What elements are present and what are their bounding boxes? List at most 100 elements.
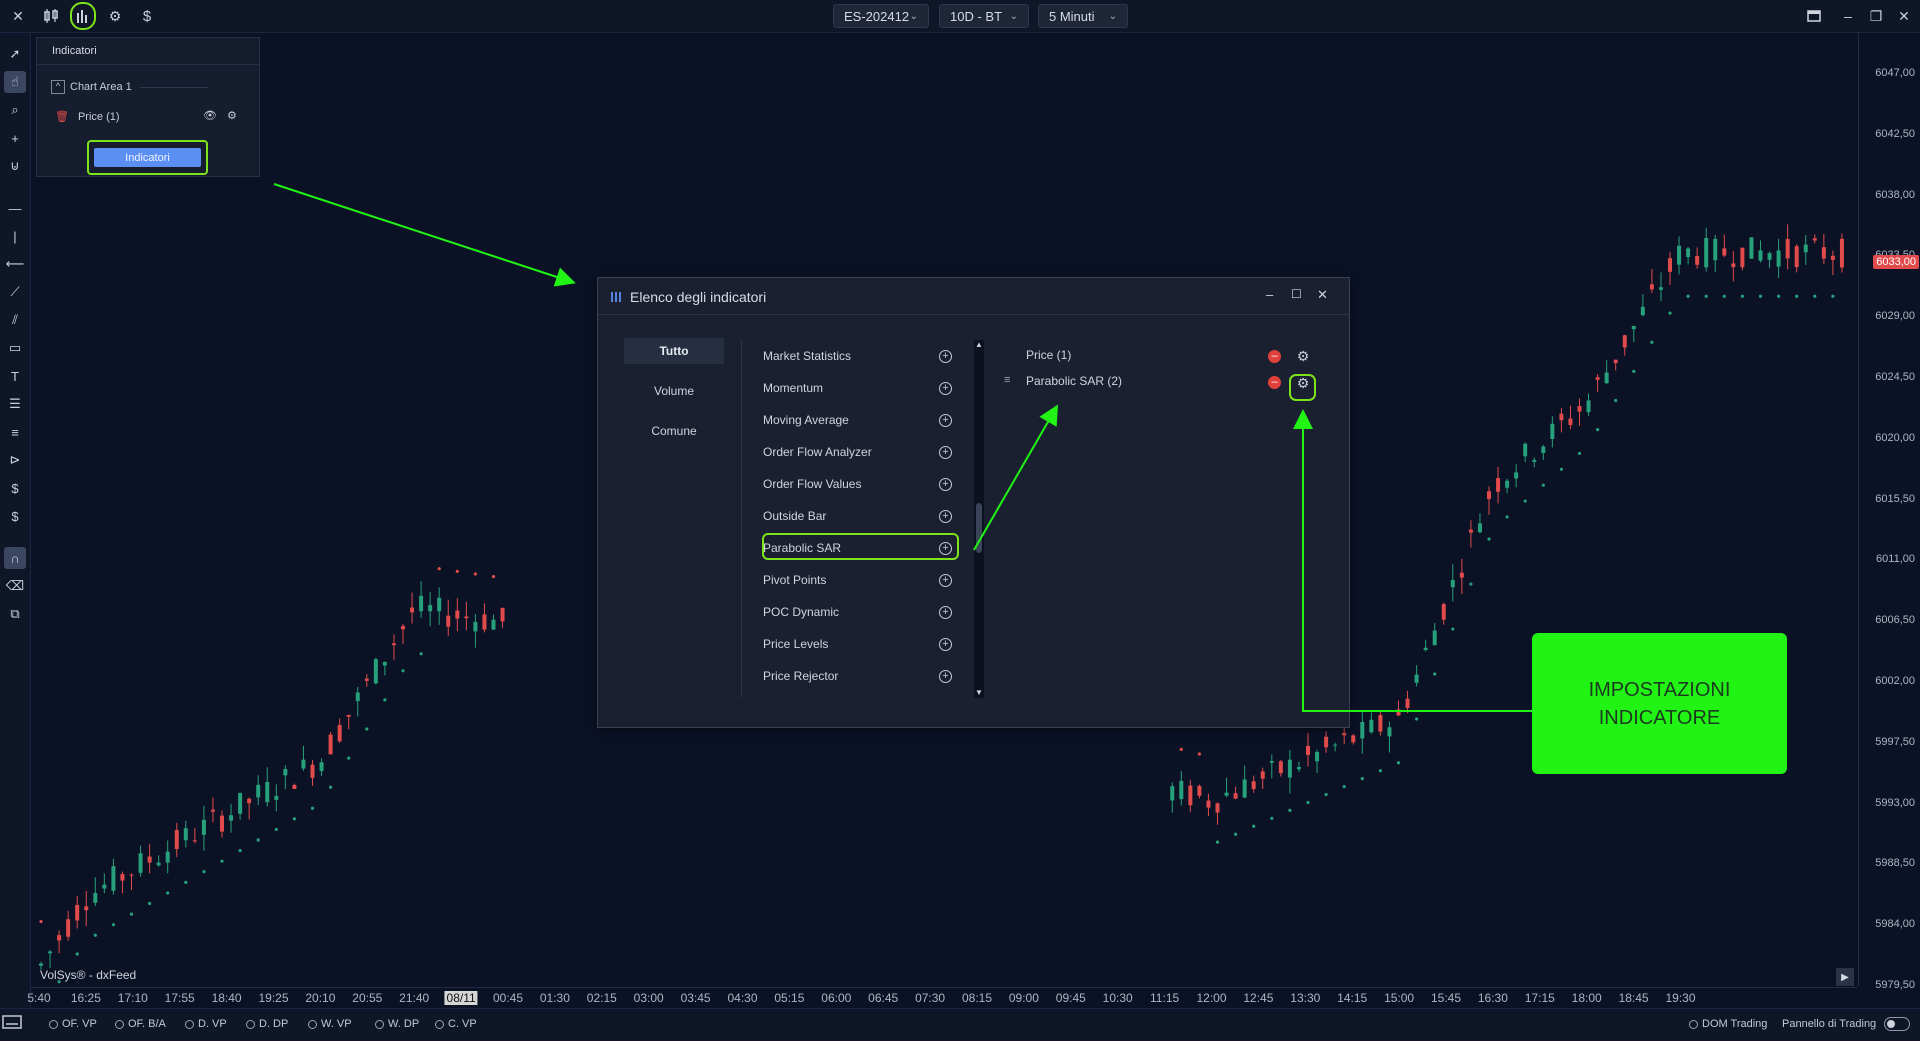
add-indicator-icon[interactable]: +	[939, 446, 952, 459]
candle-body	[1496, 478, 1501, 492]
indicators-panel: Indicatori ^ Chart Area 1 🗑 Price (1) 👁 …	[36, 37, 260, 177]
category-tab[interactable]: Volume	[653, 384, 695, 398]
category-tab[interactable]: Tutto	[624, 338, 724, 364]
collapse-icon[interactable]: ^	[51, 80, 65, 94]
chevron-down-icon: ⌄	[909, 10, 918, 22]
indicator-list-item[interactable]: Price Rejector	[763, 669, 839, 683]
eraser-icon[interactable]: ⌫	[5, 578, 25, 593]
price-indicator-row[interactable]: 🗑 Price (1)	[55, 110, 120, 124]
study-toggle[interactable]: D. DP	[246, 1018, 288, 1030]
indicator-list-item[interactable]: Price Levels	[763, 637, 829, 651]
study-toggle[interactable]: OF. B/A	[115, 1018, 166, 1030]
add-indicators-button[interactable]: Indicatori	[94, 148, 201, 167]
trading-panel-toggle[interactable]: Pannello di Trading	[1782, 1017, 1911, 1031]
indicator-list-item[interactable]: Outside Bar	[763, 509, 827, 523]
rectangle-icon[interactable]: ▭	[8, 340, 22, 355]
category-tab[interactable]: Comune	[651, 424, 697, 438]
candle-body	[1514, 472, 1519, 479]
indicator-list-item[interactable]: Parabolic SAR	[763, 541, 842, 555]
eye-icon[interactable]: 👁	[203, 110, 217, 122]
indicator-list-item[interactable]: POC Dynamic	[763, 605, 840, 619]
settings-icon[interactable]: ⚙	[108, 7, 122, 24]
restore-icon[interactable]: ❐	[1869, 7, 1883, 24]
add-indicator-icon[interactable]: +	[939, 414, 952, 427]
remove-icon[interactable]: –	[1268, 376, 1281, 389]
symbol-select[interactable]: ES-202412 ⌄	[833, 4, 929, 28]
time-axis[interactable]: 5:40 16:25 17:10 17:55 18:40 19:25 20:10 20:55 2…	[27, 987, 1857, 1008]
indicator-list-item[interactable]: Order Flow Analyzer	[763, 445, 872, 459]
ray-icon[interactable]: ⟵	[5, 256, 25, 271]
study-toggle[interactable]: W. VP	[308, 1018, 352, 1030]
horizontal-line-icon[interactable]: —	[8, 200, 22, 216]
study-toggle[interactable]: D. VP	[185, 1018, 227, 1030]
cursor-icon[interactable]: ➚	[9, 46, 21, 61]
fibonacci-icon[interactable]: ☰	[9, 396, 21, 411]
gear-icon[interactable]: ⚙	[227, 110, 237, 122]
indicator-list-item[interactable]: Pivot Points	[763, 573, 827, 587]
parabolic-sar-dot	[365, 727, 369, 731]
hand-pointer-icon[interactable]: ☝	[4, 71, 26, 93]
add-indicator-icon[interactable]: +	[939, 638, 952, 651]
candle-body	[75, 904, 80, 921]
timeframe-select[interactable]: 5 Minuti ⌄	[1038, 4, 1128, 28]
add-indicator-icon[interactable]: +	[939, 670, 952, 683]
gear-icon[interactable]: ⚙	[1296, 375, 1310, 391]
indicators-icon[interactable]	[70, 2, 96, 30]
clone-icon[interactable]: ⧉	[10, 606, 20, 621]
add-indicator-icon[interactable]: +	[939, 542, 952, 555]
remove-icon[interactable]: –	[1268, 350, 1281, 363]
maximize-icon[interactable]: ☐	[1291, 287, 1302, 301]
candle-body	[201, 819, 206, 835]
add-indicator-icon[interactable]: +	[939, 350, 952, 363]
time-tick: 5:40	[27, 991, 51, 1005]
trash-icon[interactable]: 🗑	[55, 111, 69, 123]
close-icon[interactable]: ✕	[1317, 287, 1328, 302]
magnet-icon[interactable]: ⊍	[10, 158, 20, 173]
candle-style-icon[interactable]	[39, 4, 63, 28]
study-toggle[interactable]: OF. VP	[49, 1018, 97, 1030]
indicator-list-item[interactable]: Momentum	[763, 381, 824, 395]
dom-trading-toggle[interactable]: DOM Trading	[1689, 1018, 1767, 1030]
close-window-icon[interactable]: ✕	[1898, 7, 1910, 24]
indicator-list-item[interactable]: Market Statistics	[763, 349, 852, 363]
add-indicator-icon[interactable]: +	[939, 574, 952, 587]
indicator-list-item[interactable]: Moving Average	[763, 413, 849, 427]
toggle-switch[interactable]	[1884, 1017, 1911, 1031]
minimize-icon[interactable]: –	[1844, 8, 1852, 24]
dollar-icon[interactable]: $	[142, 7, 152, 25]
magnet-mode-icon[interactable]: ∩	[4, 547, 26, 569]
keyboard-icon[interactable]	[2, 1014, 22, 1030]
add-indicator-icon[interactable]: +	[939, 510, 952, 523]
add-indicator-icon[interactable]: +	[939, 382, 952, 395]
channel-icon[interactable]: ⫽	[12, 312, 18, 327]
time-tick: 20:10	[305, 991, 336, 1005]
chart-area-row[interactable]: ^ Chart Area 1	[51, 80, 208, 94]
candle-body	[1197, 785, 1202, 796]
scroll-up-icon[interactable]: ▲	[975, 340, 983, 349]
add-indicator-icon[interactable]: +	[939, 478, 952, 491]
study-toggle[interactable]: W. DP	[375, 1018, 419, 1030]
text-icon[interactable]: T	[11, 368, 19, 384]
play-icon[interactable]: ▶	[1836, 968, 1854, 986]
layout-icon[interactable]	[1802, 4, 1826, 28]
minimize-icon[interactable]: –	[1266, 287, 1274, 302]
price-axis[interactable]: 6047,006042,506038,006033,506029,006024,…	[1858, 33, 1920, 991]
vertical-line-icon[interactable]: |	[13, 228, 17, 244]
add-indicator-icon[interactable]: +	[939, 606, 952, 619]
drag-handle-icon[interactable]: ≡	[1004, 374, 1011, 386]
scroll-down-icon[interactable]: ▼	[975, 688, 983, 697]
levels-icon[interactable]: ≡	[11, 424, 19, 440]
dollar-tool-icon[interactable]: $	[11, 508, 19, 524]
zoom-icon[interactable]: ⌕	[11, 102, 19, 117]
candle-body	[1505, 480, 1510, 488]
gear-icon[interactable]: ⚙	[1296, 348, 1310, 364]
close-icon[interactable]: ✕	[12, 7, 24, 24]
price-label-icon[interactable]: $	[11, 480, 19, 496]
crosshair-icon[interactable]: +	[11, 130, 19, 146]
indicator-list-item[interactable]: Order Flow Values	[763, 477, 862, 491]
range-select[interactable]: 10D - BT ⌄	[939, 4, 1029, 28]
trendline-icon[interactable]: ⟋	[10, 284, 20, 299]
study-toggle[interactable]: C. VP	[435, 1018, 477, 1030]
scrollbar-thumb[interactable]	[976, 503, 982, 553]
arrow-tool-icon[interactable]: ⊳	[9, 452, 21, 467]
